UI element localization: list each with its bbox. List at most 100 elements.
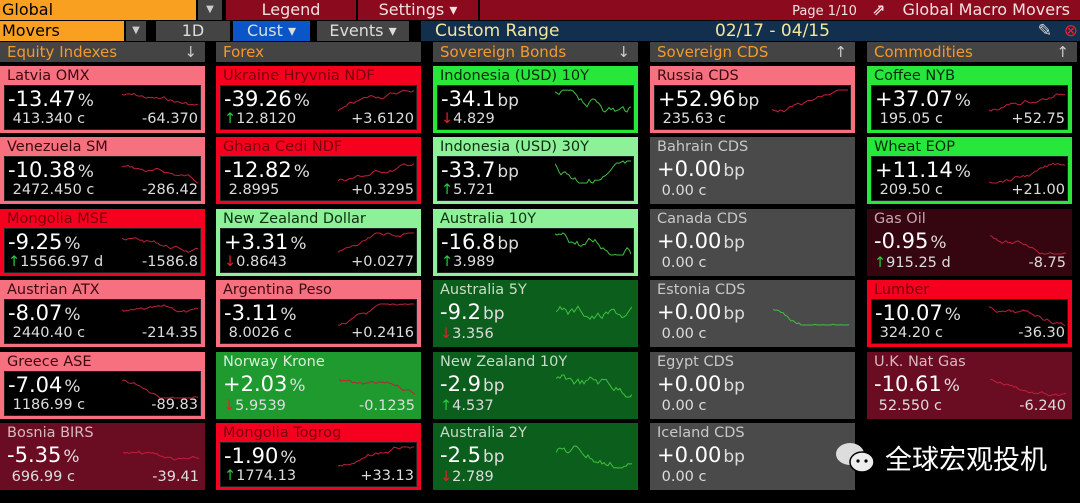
tile-abs-change: -6.240 [1019,398,1066,414]
legend-button[interactable]: Legend [226,0,356,20]
tile-name: New Zealand Dollar [223,211,366,227]
mover-tile[interactable]: Lumber -10.07% 324.20 c -36.30 [867,280,1072,347]
mover-tile[interactable]: Mongolia Togrog -1.90% ↑1774.13 +33.13 [216,423,421,490]
mover-tile[interactable]: New Zealand 10Y -2.9 bp ↑4.537 [433,352,638,419]
mover-tile[interactable]: New Zealand Dollar +3.31% ↓0.8643 +0.027… [216,209,421,276]
cust-button[interactable]: Cust ▾ [233,21,310,41]
sparkline [990,235,1066,255]
sparkline [339,378,415,395]
tile-name: Iceland CDS [657,425,745,441]
sparkline [122,92,198,106]
mover-tile[interactable]: Greece ASE -7.04% 1186.99 c -89.83 [0,352,205,419]
mode-select[interactable]: Movers [0,21,124,41]
arrow-down-icon: ↓ [440,469,453,485]
mode-dropdown-button[interactable]: ▼ [126,21,146,41]
edit-pencil-icon[interactable]: ✎ [1037,21,1052,41]
mover-tile[interactable]: Latvia OMX -13.47% 413.340 c -64.370 [0,66,205,133]
sort-arrow-icon[interactable]: ↑ [1056,43,1069,61]
tile-name: New Zealand 10Y [440,354,568,370]
mover-tile[interactable]: Wheat EOP +11.14% 209.50 c +21.00 [867,137,1072,204]
mover-tile[interactable]: Canada CDS +0.00 bp 0.00 c [650,209,855,276]
column-title: Forex [223,43,264,61]
sparkline-path [338,162,414,182]
mover-tile[interactable]: Bosnia BIRS -5.35% 696.99 c -39.41 [0,423,205,490]
mover-tile[interactable]: Iceland CDS +0.00 bp 0.00 c [650,423,855,490]
mover-tile[interactable]: Bahrain CDS +0.00 bp 0.00 c [650,137,855,204]
tile-name: Australia 5Y [440,282,527,298]
sparkline [338,162,414,182]
sparkline-path [772,89,848,113]
column-header-0[interactable]: Equity Indexes ↓ [0,42,205,62]
tile-price: 324.20 c [879,325,943,341]
tile-change-value: -13.47% [8,87,94,111]
view-dropdown-button[interactable]: ▼ [198,0,222,20]
mover-tile[interactable]: Coffee NYB +37.07% 195.05 c +52.75 [867,66,1072,133]
mover-tile[interactable]: Ghana Cedi NDF -12.82% 2.8995 +0.3295 [216,137,421,204]
arrow-down-icon: ↓ [441,111,454,127]
tile-change-value: -33.7 bp [441,158,519,182]
mover-tile[interactable]: Indonesia (USD) 10Y -34.1 bp ↓4.829 [433,66,638,133]
sparkline-path [338,303,414,326]
tile-abs-change: +33.13 [360,468,414,484]
tile-change-value: +2.03% [223,372,306,396]
sparkline [990,378,1066,397]
tile-price: 1186.99 c [12,397,86,413]
mover-tile[interactable]: Indonesia (USD) 30Y -33.7 bp ↑5.721 [433,137,638,204]
column-header-2[interactable]: Sovereign Bonds ↓ [433,42,638,62]
sparkline [989,162,1065,184]
view-select[interactable]: Global [0,0,196,20]
period-1d-button[interactable]: 1D [156,21,230,41]
arrow-down-icon: ↓ [224,254,237,270]
mover-tile[interactable]: Austrian ATX -8.07% 2440.40 c -214.35 [0,280,205,347]
tile-abs-change: +0.0277 [351,254,414,270]
tile-abs-change: +52.75 [1011,111,1065,127]
tile-price: 696.99 c [11,469,75,485]
tile-price: ↓2.789 [440,469,494,485]
settings-button[interactable]: Settings ▾ [358,0,478,20]
mover-tile[interactable]: Mongolia MSE -9.25% ↑15566.97 d -1586.8 [0,209,205,276]
sparkline-path [122,379,198,399]
mover-tile[interactable]: Norway Krone +2.03% ↓5.9539 -0.1235 [216,352,421,419]
tile-abs-change: -89.83 [151,397,198,413]
mover-tile[interactable]: Australia 10Y -16.8 bp ↑3.989 [433,209,638,276]
mover-tile[interactable]: Estonia CDS +0.00 bp 0.00 c [650,280,855,347]
mover-tile[interactable]: Egypt CDS +0.00 bp 0.00 c [650,352,855,419]
sparkline-path [556,374,632,398]
tile-change-value: +3.31% [224,230,307,254]
sparkline-path [556,305,632,320]
sort-arrow-icon[interactable]: ↓ [184,43,197,61]
launch-icon[interactable]: ⇗ [872,0,886,19]
tile-name: Ukraine Hryvnia NDF [223,68,375,84]
close-circle-icon[interactable]: ⊗ [1063,21,1078,41]
events-button[interactable]: Events ▾ [317,21,409,41]
mover-tile[interactable]: Venezuela SM -10.38% 2472.450 c -286.42 [0,137,205,204]
mover-tile[interactable]: Australia 2Y -2.5 bp ↓2.789 [433,423,638,490]
tile-change-value: -1.90% [224,444,297,468]
arrow-up-icon: ↑ [874,255,887,271]
tile-change-value: +0.00 bp [657,229,745,253]
sparkline-path [990,378,1066,397]
tile-change-value: +37.07% [875,87,971,111]
tile-name: Bahrain CDS [657,139,749,155]
sort-arrow-icon[interactable]: ↑ [834,43,847,61]
mover-tile[interactable]: Ukraine Hryvnia NDF -39.26% ↑12.8120 +3.… [216,66,421,133]
tile-change-value: -8.07% [8,301,81,325]
mover-tile[interactable]: Australia 5Y -9.2 bp ↓3.356 [433,280,638,347]
tile-change-value: -34.1 bp [441,87,519,111]
column-title: Sovereign Bonds [440,43,567,61]
mover-tile[interactable]: Argentina Peso -3.11% 8.0026 c +0.2416 [216,280,421,347]
tile-price: 0.00 c [661,326,707,342]
column-header-1[interactable]: Forex [216,42,421,62]
sparkline-path [556,445,632,469]
mover-tile[interactable]: Russia CDS +52.96 bp 235.63 c [650,66,855,133]
arrow-up-icon: ↑ [8,254,21,270]
mover-tile[interactable]: U.K. Nat Gas -10.61% 52.550 c -6.240 [867,352,1072,419]
column-header-3[interactable]: Sovereign CDS ↑ [650,42,855,62]
sort-arrow-icon[interactable]: ↓ [617,43,630,61]
tile-name: Venezuela SM [7,139,108,155]
tile-change-value: -39.26% [224,87,310,111]
tile-change-value: -0.95% [874,229,947,253]
mover-tile[interactable]: Gas Oil -0.95% ↑915.25 d -8.75 [867,209,1072,276]
date-range-input[interactable]: 02/17 - 04/15 [715,21,830,41]
column-header-4[interactable]: Commodities ↑ [867,42,1077,62]
